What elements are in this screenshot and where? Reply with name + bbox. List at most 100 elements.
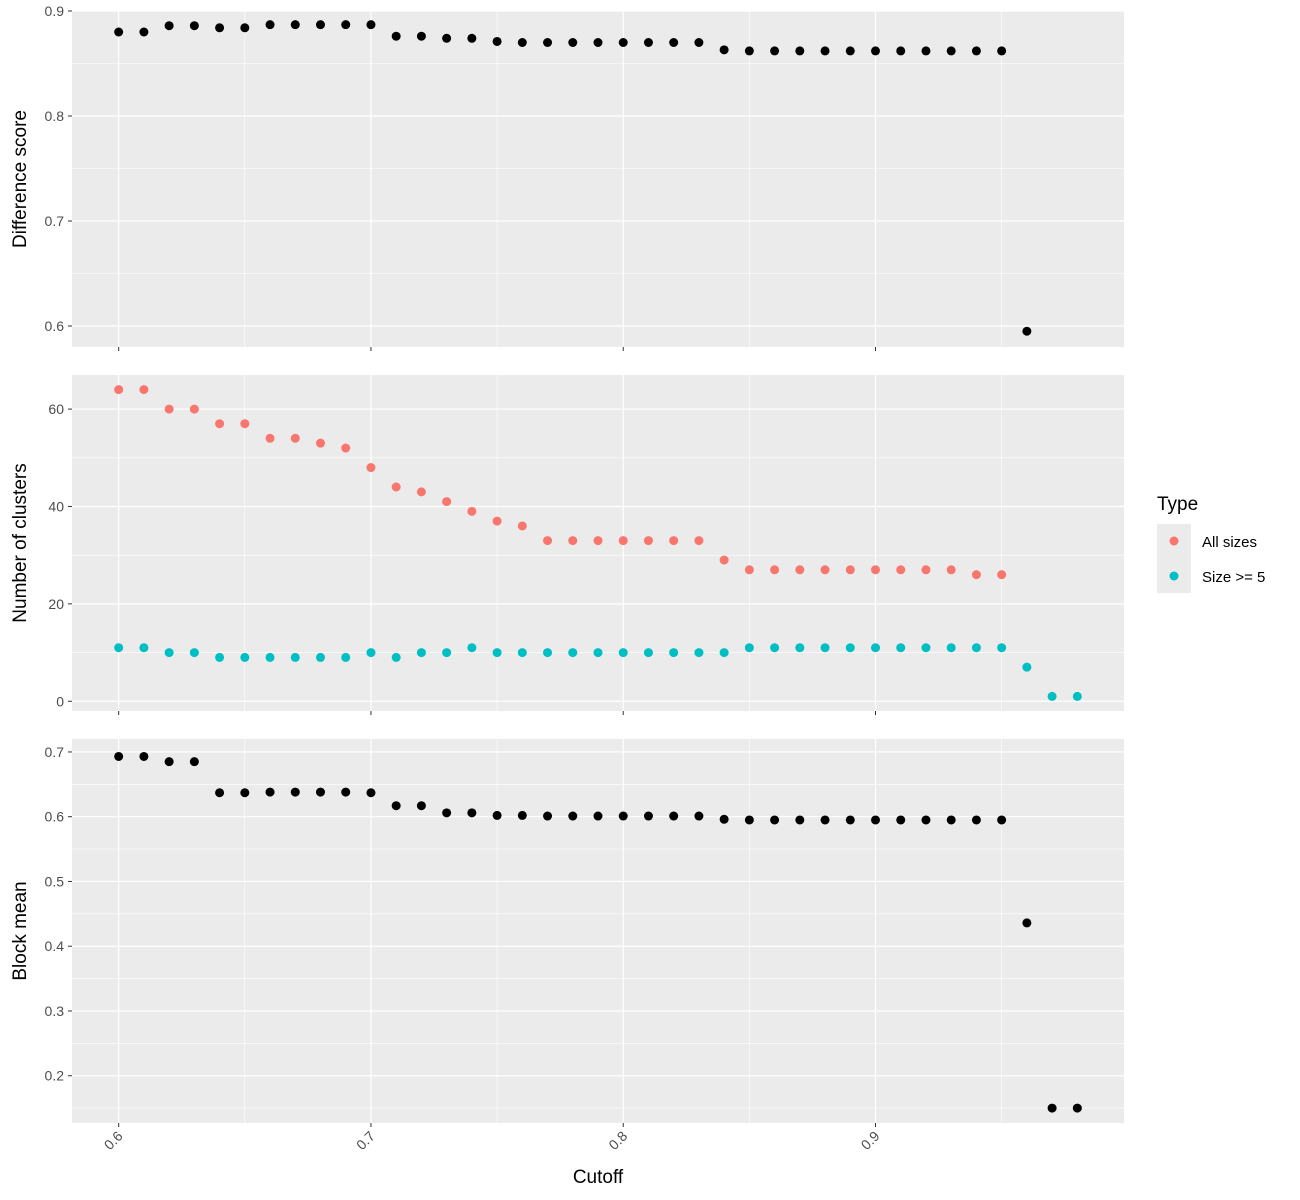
data-point: [744, 643, 754, 653]
data-point: [391, 482, 401, 492]
panel-3: 0.2 0.3 0.4 0.5 0.6 0.7 Block mean: [10, 739, 1124, 1127]
data-point: [442, 33, 452, 43]
data-point: [820, 565, 830, 575]
data-point: [164, 404, 174, 414]
panel-background: [72, 11, 1124, 347]
data-point: [492, 810, 502, 820]
data-point: [164, 757, 174, 767]
data-point: [416, 801, 426, 811]
y-tick-label: 0.4: [45, 938, 65, 954]
data-point: [921, 46, 931, 56]
data-point: [896, 46, 906, 56]
data-point: [543, 811, 553, 821]
data-point: [643, 811, 653, 821]
data-point: [719, 555, 729, 565]
legend-title: Type: [1157, 494, 1198, 515]
data-point: [971, 815, 981, 825]
data-point: [315, 20, 325, 30]
data-point: [467, 506, 477, 516]
data-point: [946, 46, 956, 56]
data-point: [240, 788, 250, 798]
data-point: [189, 757, 199, 767]
data-point: [517, 810, 527, 820]
legend: Type All sizes Size >= 5: [1157, 494, 1265, 593]
data-point: [871, 643, 881, 653]
data-point: [164, 21, 174, 31]
x-tick-label: 0.8: [605, 1128, 630, 1153]
data-point: [568, 536, 578, 546]
data-point: [971, 643, 981, 653]
data-point: [215, 652, 225, 662]
data-point: [593, 811, 603, 821]
data-point: [1022, 326, 1032, 336]
data-point: [593, 648, 603, 658]
panel-2: 0 20 40 60 Number of clusters: [10, 375, 1124, 715]
y-axis-title: Block mean: [10, 881, 31, 980]
data-point: [290, 652, 300, 662]
data-point: [669, 38, 679, 47]
data-point: [795, 565, 805, 575]
data-point: [164, 648, 174, 658]
data-point: [795, 815, 805, 825]
data-point: [971, 570, 981, 580]
data-point: [492, 36, 502, 46]
data-point: [492, 516, 502, 526]
data-point: [467, 643, 477, 653]
data-point: [366, 463, 376, 473]
data-point: [820, 643, 830, 653]
y-tick-label: 0.6: [45, 318, 65, 334]
data-point: [618, 811, 628, 821]
x-tick-label: 0.6: [101, 1128, 126, 1153]
data-point: [845, 46, 855, 56]
x-tick-label: 0.7: [353, 1128, 378, 1153]
legend-key-background: [1157, 524, 1191, 593]
data-point: [896, 815, 906, 825]
data-point: [997, 815, 1007, 825]
data-point: [593, 536, 603, 546]
x-axis-title: Cutoff: [573, 1167, 624, 1188]
y-tick-label: 0.3: [45, 1003, 65, 1019]
data-point: [921, 815, 931, 825]
data-point: [770, 565, 780, 575]
data-point: [921, 565, 931, 575]
legend-key: [1169, 571, 1179, 581]
data-point: [946, 643, 956, 653]
data-point: [871, 815, 881, 825]
data-point: [618, 536, 628, 546]
data-point: [1072, 691, 1082, 701]
y-tick-label: 0.8: [45, 108, 65, 124]
data-point: [315, 787, 325, 797]
data-point: [139, 751, 149, 761]
data-point: [391, 31, 401, 41]
y-tick-label: 0.2: [45, 1068, 65, 1084]
data-point: [845, 815, 855, 825]
data-point: [618, 648, 628, 658]
data-point: [492, 648, 502, 658]
data-point: [139, 643, 149, 653]
data-point: [770, 46, 780, 56]
data-point: [971, 46, 981, 56]
data-point: [215, 23, 225, 33]
data-point: [744, 815, 754, 825]
y-tick-label: 40: [48, 498, 64, 514]
data-point: [770, 815, 780, 825]
data-point: [946, 815, 956, 825]
data-point: [896, 643, 906, 653]
y-tick-label: 0.9: [45, 3, 65, 19]
data-point: [568, 648, 578, 658]
y-tick-label: 0.6: [45, 809, 65, 825]
data-point: [265, 433, 275, 443]
data-point: [517, 38, 527, 47]
data-point: [618, 38, 628, 47]
y-axis-title: Difference score: [10, 110, 31, 248]
y-tick-label: 0: [56, 693, 64, 709]
data-point: [366, 788, 376, 798]
data-point: [1072, 1103, 1082, 1113]
data-point: [265, 20, 275, 30]
data-point: [997, 643, 1007, 653]
data-point: [997, 46, 1007, 56]
data-point: [643, 648, 653, 658]
data-point: [290, 787, 300, 797]
data-point: [694, 536, 704, 546]
data-point: [997, 570, 1007, 580]
